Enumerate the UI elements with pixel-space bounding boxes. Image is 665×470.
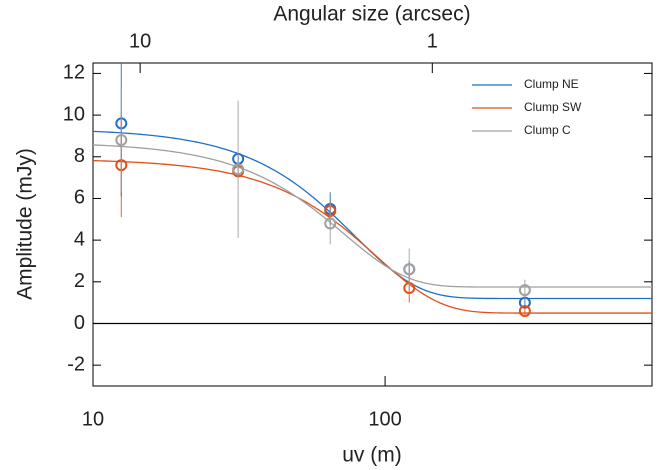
y-tick-label: 2 bbox=[74, 270, 85, 292]
data-point bbox=[232, 163, 245, 176]
fit-curve bbox=[93, 159, 652, 314]
x2-tick-label: 1 bbox=[427, 30, 438, 52]
y-axis-title: Amplitude (mJy) bbox=[14, 148, 37, 300]
y-tick-label: 12 bbox=[63, 62, 85, 84]
x2-tick-label: 10 bbox=[129, 30, 151, 52]
y-tick-label: 4 bbox=[74, 228, 85, 250]
x-axis-title: uv (m) bbox=[342, 444, 402, 467]
x-tick-label: 10 bbox=[82, 408, 104, 430]
legend-label: Clump C bbox=[524, 123, 571, 137]
y-tick-label: 6 bbox=[74, 187, 85, 209]
plot-area bbox=[93, 63, 652, 317]
fit-curve bbox=[93, 130, 652, 300]
data-point bbox=[518, 284, 531, 297]
y-tick-label: -2 bbox=[67, 353, 85, 375]
data-point bbox=[115, 134, 128, 147]
data-point bbox=[518, 304, 531, 317]
fit-curve bbox=[93, 144, 652, 288]
y-tick-label: 8 bbox=[74, 145, 85, 167]
legend-label: Clump SW bbox=[524, 100, 582, 114]
plot-frame bbox=[92, 62, 653, 387]
legend-label: Clump NE bbox=[524, 77, 579, 91]
top-axis-title: Angular size (arcsec) bbox=[273, 3, 470, 26]
x-tick-label: 100 bbox=[368, 408, 401, 430]
data-point bbox=[324, 217, 337, 230]
data-point bbox=[403, 263, 416, 276]
y-tick-label: 10 bbox=[63, 103, 85, 125]
y-tick-label: 0 bbox=[74, 312, 85, 334]
